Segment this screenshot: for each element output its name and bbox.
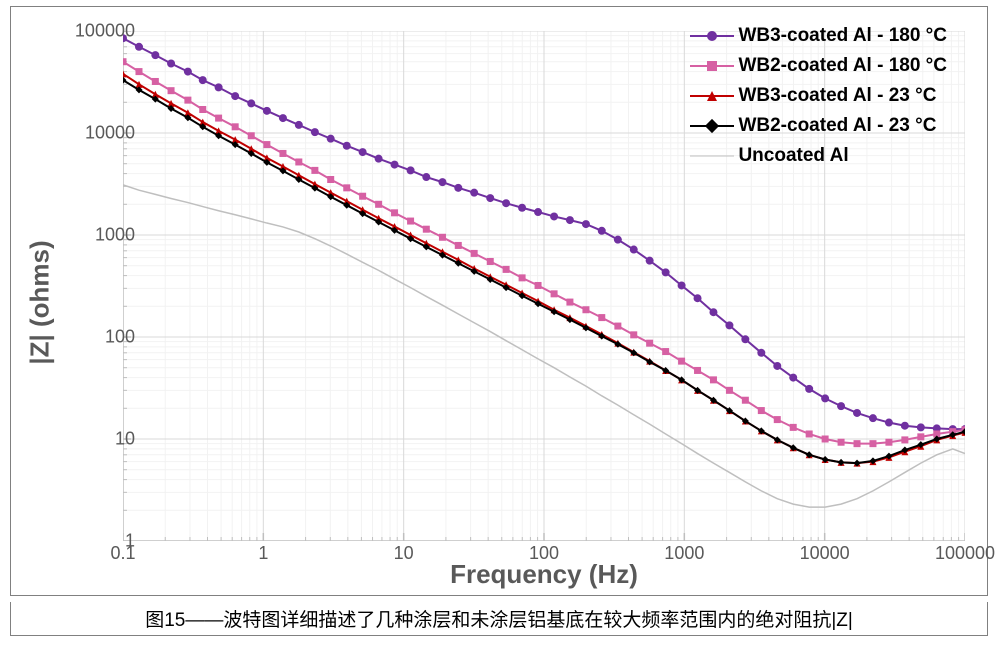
legend-item: WB2-coated Al - 180 °C [690, 51, 947, 81]
x-tick-label: 100000 [935, 543, 995, 564]
y-tick-label: 10 [115, 429, 135, 450]
legend-swatch [690, 55, 734, 77]
legend-swatch [690, 25, 734, 47]
legend-label: WB3-coated Al - 23 °C [738, 85, 936, 107]
x-tick-label: 1000 [664, 543, 704, 564]
y-tick-label: 100 [105, 327, 135, 348]
x-tick-label: 10 [394, 543, 414, 564]
legend-label: WB2-coated Al - 23 °C [738, 115, 936, 137]
x-tick-label: 100 [529, 543, 559, 564]
legend-item: Uncoated Al [690, 141, 947, 171]
legend-swatch [690, 115, 734, 137]
legend: WB3-coated Al - 180 °C WB2-coated Al - 18… [690, 21, 947, 171]
chart-frame: |Z| (ohms) Frequency (Hz) WB3-coated Al … [10, 6, 988, 596]
figure-caption-text: 图15——波特图详细描述了几种涂层和未涂层铝基底在较大频率范围内的绝对阻抗|Z| [145, 605, 853, 632]
legend-item: WB2-coated Al - 23 °C [690, 111, 947, 141]
legend-label: Uncoated Al [738, 145, 848, 167]
legend-item: WB3-coated Al - 180 °C [690, 21, 947, 51]
legend-item: WB3-coated Al - 23 °C [690, 81, 947, 111]
legend-label: WB3-coated Al - 180 °C [738, 25, 947, 47]
x-tick-label: 10000 [800, 543, 850, 564]
y-tick-label: 1000 [95, 225, 135, 246]
x-tick-label: 1 [258, 543, 268, 564]
figure-caption: 图15——波特图详细描述了几种涂层和未涂层铝基底在较大频率范围内的绝对阻抗|Z| [10, 602, 988, 636]
y-axis-label-text: |Z| (ohms) [25, 240, 56, 364]
y-tick-label: 1 [125, 531, 135, 552]
legend-label: WB2-coated Al - 180 °C [738, 55, 947, 77]
y-tick-label: 100000 [75, 21, 135, 42]
y-axis-label: |Z| (ohms) [25, 7, 55, 597]
legend-swatch [690, 85, 734, 107]
legend-swatch [690, 145, 734, 167]
y-tick-label: 10000 [85, 123, 135, 144]
